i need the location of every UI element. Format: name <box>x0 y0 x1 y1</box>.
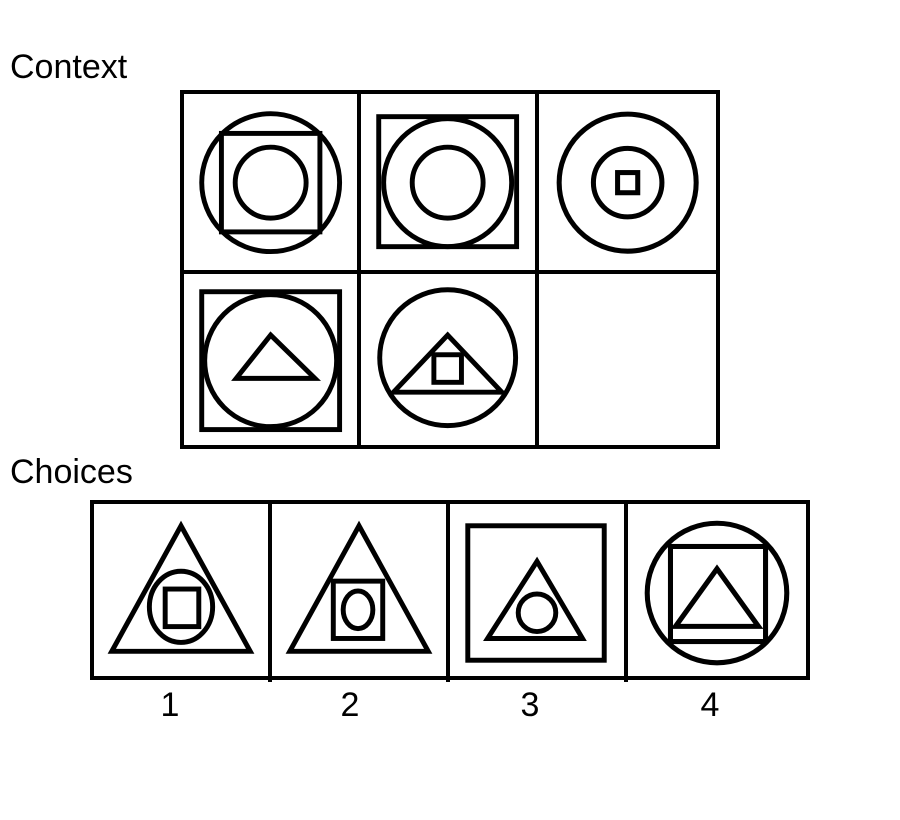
choice-number-3: 3 <box>500 688 560 722</box>
inner-circle-shape <box>343 591 373 629</box>
inner-square-shape <box>617 173 637 193</box>
circle-circle-square-figure <box>539 94 716 270</box>
middle-triangle-shape <box>488 561 583 638</box>
choice-cell-4[interactable] <box>628 504 806 682</box>
middle-circle-shape <box>593 148 662 217</box>
outer-circle-shape <box>380 290 516 426</box>
square-triangle-circle-figure <box>450 504 624 682</box>
inner-square-shape <box>434 355 462 383</box>
outer-triangle-shape <box>290 526 428 652</box>
circle-triangle-square-figure <box>361 274 534 446</box>
circle-square-circle-figure <box>184 94 357 270</box>
choices-label: Choices <box>10 455 133 489</box>
triangle-square-circle-figure <box>272 504 446 682</box>
choice-number-4: 4 <box>680 688 740 722</box>
inner-triangle-shape <box>676 569 759 627</box>
square-circle-triangle-figure <box>184 274 357 446</box>
square-circle-circle-figure <box>361 94 534 270</box>
choice-cell-1[interactable] <box>94 504 272 682</box>
context-cell-5 <box>361 274 538 446</box>
context-grid <box>180 90 720 449</box>
context-cell-2 <box>361 94 538 274</box>
context-cell-4 <box>184 274 361 446</box>
choice-cell-3[interactable] <box>450 504 628 682</box>
middle-circle-shape <box>384 119 512 247</box>
choice-number-2: 2 <box>320 688 380 722</box>
choices-grid <box>90 500 810 680</box>
context-cell-1 <box>184 94 361 274</box>
outer-circle-shape <box>559 114 696 251</box>
circle-square-triangle-figure <box>628 504 806 682</box>
context-cell-3 <box>539 94 716 274</box>
inner-triangle-shape <box>236 335 315 378</box>
inner-circle-shape <box>518 594 556 632</box>
inner-circle-shape <box>413 147 484 218</box>
inner-circle-shape <box>235 147 306 218</box>
middle-circle-shape <box>205 295 337 427</box>
middle-circle-shape <box>149 571 212 642</box>
context-label: Context <box>10 50 127 84</box>
triangle-circle-square-figure <box>94 504 268 682</box>
choice-cell-2[interactable] <box>272 504 450 682</box>
inner-square-shape <box>165 589 199 627</box>
context-cell-empty <box>539 274 716 446</box>
choice-number-1: 1 <box>140 688 200 722</box>
